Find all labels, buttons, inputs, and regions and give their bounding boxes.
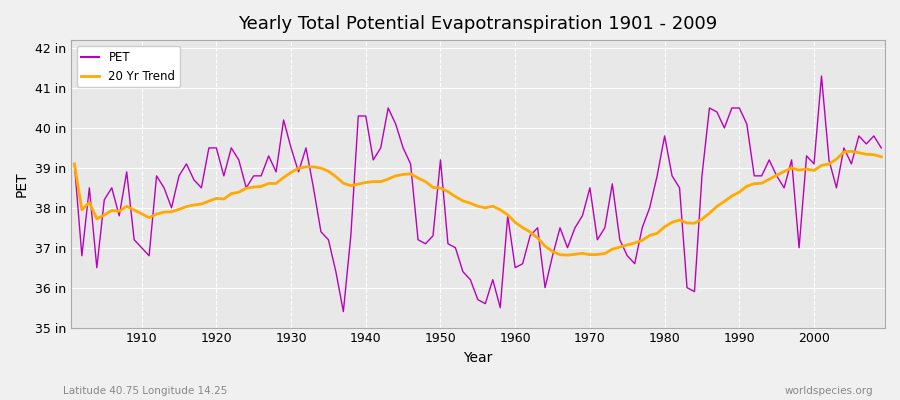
Title: Yearly Total Potential Evapotranspiration 1901 - 2009: Yearly Total Potential Evapotranspiratio…: [238, 15, 717, 33]
Text: Latitude 40.75 Longitude 14.25: Latitude 40.75 Longitude 14.25: [63, 386, 228, 396]
Legend: PET, 20 Yr Trend: PET, 20 Yr Trend: [76, 46, 180, 87]
X-axis label: Year: Year: [464, 351, 492, 365]
Y-axis label: PET: PET: [15, 171, 29, 197]
Text: worldspecies.org: worldspecies.org: [785, 386, 873, 396]
